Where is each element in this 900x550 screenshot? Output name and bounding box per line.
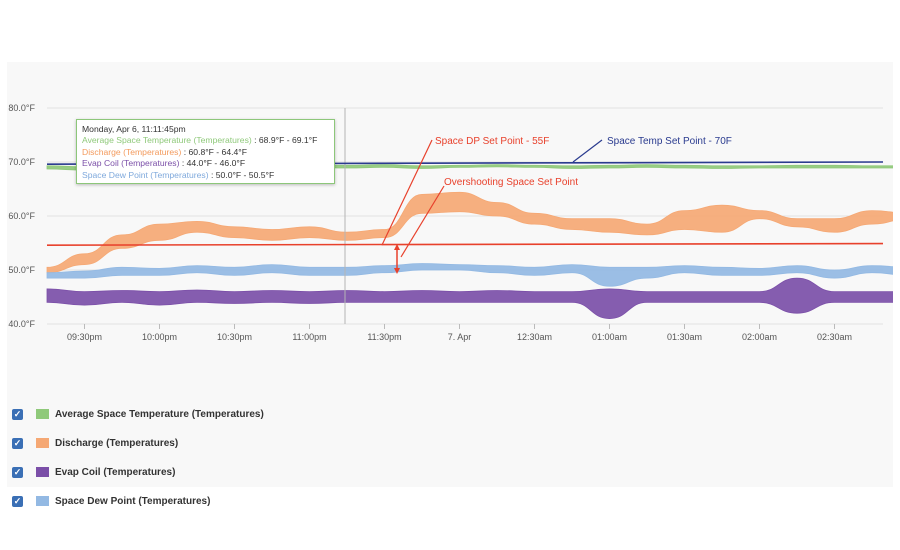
space-dp-setpoint-line	[46, 242, 884, 246]
tooltip-row-label: Evap Coil (Temperatures)	[82, 158, 180, 169]
swatch-average-space-temperature	[36, 409, 49, 419]
chart-tooltip: Monday, Apr 6, 11:11:45pm Average Space …	[76, 119, 335, 184]
x-tick-label: 10:00pm	[142, 332, 177, 342]
x-tick-label: 02:00am	[742, 332, 777, 342]
check-icon[interactable]: ✓	[12, 466, 23, 478]
tooltip-row-value: : 68.9°F - 69.1°F	[254, 135, 318, 146]
legend-item-space-dew-point[interactable]: ✓ Space Dew Point (Temperatures)	[7, 494, 210, 508]
overshoot-callout-line	[400, 185, 445, 258]
overshoot-arrow-head-top	[394, 244, 400, 250]
x-axis-labels: 09:30pm 10:00pm 10:30pm 11:00pm 11:30pm 7. Ap…	[67, 332, 852, 342]
x-tick-label: 01:30am	[667, 332, 702, 342]
annotations: Space DP Set Point - 55F Space Temp Set …	[381, 136, 732, 274]
tooltip-row: Average Space Temperature (Temperatures)…	[82, 135, 334, 146]
legend-label: Average Space Temperature (Temperatures)	[55, 408, 264, 420]
tooltip-title: Monday, Apr 6, 11:11:45pm	[82, 124, 186, 134]
check-icon[interactable]: ✓	[12, 495, 23, 507]
x-tick-label: 02:30am	[817, 332, 852, 342]
overshoot-label: Overshooting Space Set Point	[444, 177, 578, 188]
temp-callout-line	[572, 139, 603, 163]
x-tick-label: 12:30am	[517, 332, 552, 342]
chart-panel: 40.0°F 50.0°F 60.0°F 70.0°F 80.0°F 09:30pm 10…	[7, 62, 893, 507]
tooltip-row: Space Dew Point (Temperatures) : 50.0°F …	[82, 170, 334, 181]
tooltip-row-label: Discharge (Temperatures)	[82, 146, 182, 157]
area-discharge	[46, 191, 893, 274]
temp-setpoint-label: Space Temp Set Point - 70F	[607, 136, 732, 147]
area-evap-coil	[46, 277, 893, 320]
x-tick-label: 09:30pm	[67, 332, 102, 342]
tooltip-row-value: : 50.0°F - 50.5°F	[210, 169, 275, 180]
y-axis-labels: 40.0°F 50.0°F 60.0°F 70.0°F 80.0°F	[8, 103, 35, 329]
y-tick-label: 40.0°F	[8, 319, 35, 329]
legend-label: Evap Coil (Temperatures)	[55, 466, 176, 478]
tooltip-row-value: : 44.0°F - 46.0°F	[181, 158, 246, 169]
swatch-discharge	[36, 438, 49, 448]
x-tick-label: 7. Apr	[448, 332, 472, 342]
legend-item-discharge[interactable]: ✓ Discharge (Temperatures)	[7, 436, 178, 450]
y-tick-label: 80.0°F	[8, 103, 35, 113]
tooltip-row-value: : 60.8°F - 64.4°F	[183, 146, 247, 157]
x-tick-label: 11:30pm	[367, 332, 401, 342]
legend-label: Space Dew Point (Temperatures)	[55, 495, 211, 507]
legend-label: Discharge (Temperatures)	[55, 437, 179, 449]
y-tick-label: 50.0°F	[8, 265, 35, 275]
dp-callout-line	[381, 139, 433, 246]
check-icon[interactable]: ✓	[12, 437, 23, 449]
x-tick-label: 11:00pm	[292, 332, 326, 342]
area-space-dew-point	[46, 263, 893, 287]
tooltip-row: Evap Coil (Temperatures) : 44.0°F - 46.0…	[82, 158, 334, 169]
legend-item-average-space-temperature[interactable]: ✓ Average Space Temperature (Temperature…	[7, 407, 264, 421]
tooltip-row-label: Space Dew Point (Temperatures)	[82, 169, 209, 180]
tooltip-row: Discharge (Temperatures) : 60.8°F - 64.4…	[82, 147, 334, 158]
check-icon[interactable]: ✓	[12, 408, 23, 420]
x-tick-label: 01:00am	[592, 332, 627, 342]
overshoot-arrow-head-bottom	[394, 268, 400, 274]
x-tick-label: 10:30pm	[217, 332, 252, 342]
temperature-chart: 40.0°F 50.0°F 60.0°F 70.0°F 80.0°F 09:30pm 10…	[8, 103, 893, 342]
swatch-space-dew-point	[36, 496, 49, 506]
tooltip-row-label: Average Space Temperature (Temperatures)	[82, 135, 252, 146]
dp-setpoint-label: Space DP Set Point - 55F	[435, 136, 549, 147]
swatch-evap-coil	[36, 467, 49, 477]
legend-item-evap-coil[interactable]: ✓ Evap Coil (Temperatures)	[7, 465, 175, 479]
y-tick-label: 60.0°F	[8, 211, 35, 221]
y-tick-label: 70.0°F	[8, 157, 35, 167]
